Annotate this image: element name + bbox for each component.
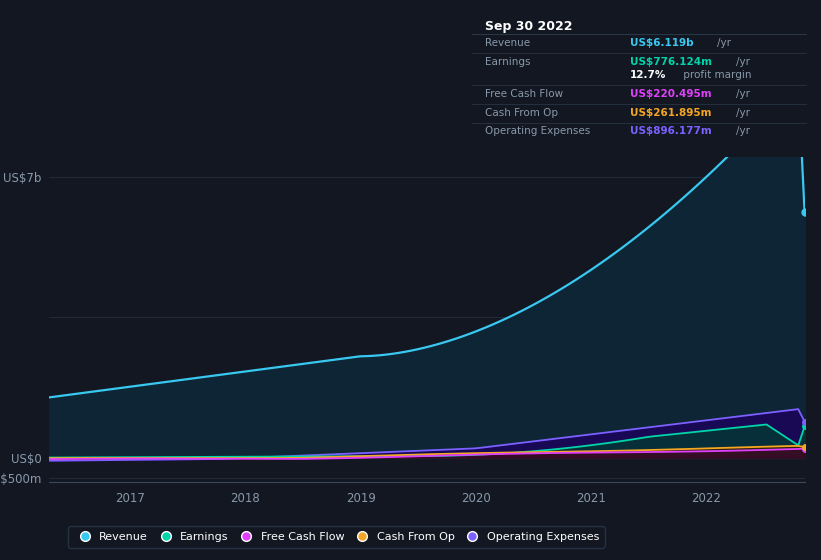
Legend: Revenue, Earnings, Free Cash Flow, Cash From Op, Operating Expenses: Revenue, Earnings, Free Cash Flow, Cash … [68,526,604,548]
Text: US$220.495m: US$220.495m [630,89,711,99]
Text: US$776.124m: US$776.124m [630,57,712,67]
Text: US$6.119b: US$6.119b [630,38,693,48]
Text: 12.7%: 12.7% [630,70,666,80]
Text: /yr: /yr [736,57,750,67]
Text: Operating Expenses: Operating Expenses [485,127,591,137]
Text: /yr: /yr [736,127,750,137]
Text: /yr: /yr [736,89,750,99]
Text: Cash From Op: Cash From Op [485,108,558,118]
Text: US$261.895m: US$261.895m [630,108,711,118]
Text: /yr: /yr [718,38,732,48]
Text: Earnings: Earnings [485,57,531,67]
Text: Free Cash Flow: Free Cash Flow [485,89,563,99]
Text: US$896.177m: US$896.177m [630,127,711,137]
Text: Revenue: Revenue [485,38,530,48]
Text: profit margin: profit margin [680,70,751,80]
Text: /yr: /yr [736,108,750,118]
Text: Sep 30 2022: Sep 30 2022 [485,20,573,33]
